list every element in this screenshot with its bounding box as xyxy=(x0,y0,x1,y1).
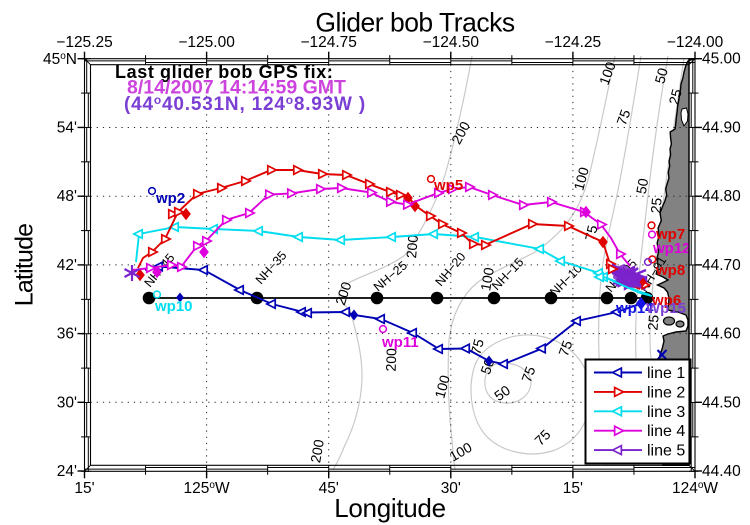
svg-text:Last glider bob GPS fix:: Last glider bob GPS fix: xyxy=(115,62,333,82)
svg-text:wp5: wp5 xyxy=(433,177,463,194)
svg-text:wp2: wp2 xyxy=(155,190,185,207)
svg-text:wp10: wp10 xyxy=(154,298,193,315)
svg-text:75: 75 xyxy=(582,223,601,242)
svg-text:wp8: wp8 xyxy=(655,262,685,279)
svg-text:75: 75 xyxy=(555,338,575,358)
svg-text:45oN: 45oN xyxy=(43,51,77,68)
svg-text:50: 50 xyxy=(651,66,671,85)
svg-text:30': 30' xyxy=(57,394,77,411)
svg-text:125oW: 125oW xyxy=(184,480,230,497)
svg-text:44.40: 44.40 xyxy=(702,463,741,480)
svg-text:line 1: line 1 xyxy=(647,365,685,382)
svg-text:line 5: line 5 xyxy=(647,443,685,460)
svg-text:8/14/2007 14:14:59 GMT: 8/14/2007 14:14:59 GMT xyxy=(127,77,346,99)
svg-text:44.90: 44.90 xyxy=(702,119,741,136)
svg-text:line 3: line 3 xyxy=(647,404,685,421)
svg-text:100: 100 xyxy=(596,59,619,87)
svg-text:−124.25: −124.25 xyxy=(545,34,601,51)
svg-text:25: 25 xyxy=(647,197,664,214)
svg-text:−124.50: −124.50 xyxy=(423,34,480,51)
svg-text:wp12: wp12 xyxy=(652,240,691,257)
svg-text:44.70: 44.70 xyxy=(702,257,741,274)
svg-text:44.50: 44.50 xyxy=(702,394,741,411)
svg-text:line 2: line 2 xyxy=(647,384,685,401)
svg-text:100: 100 xyxy=(477,266,497,292)
svg-text:200: 200 xyxy=(332,280,355,307)
svg-text:200: 200 xyxy=(307,438,327,464)
svg-text:15': 15' xyxy=(74,480,94,497)
svg-text:25: 25 xyxy=(644,314,661,331)
svg-text:42': 42' xyxy=(57,257,77,274)
svg-text:36': 36' xyxy=(57,326,77,343)
svg-text:24': 24' xyxy=(57,463,77,480)
svg-text:50: 50 xyxy=(633,177,651,195)
svg-text:54': 54' xyxy=(57,119,77,136)
svg-text:−124.00: −124.00 xyxy=(667,34,724,51)
svg-text:wp6: wp6 xyxy=(651,292,681,309)
svg-text:line 4: line 4 xyxy=(647,423,685,440)
svg-text:44.80: 44.80 xyxy=(702,188,741,205)
svg-text:Longitude: Longitude xyxy=(334,493,446,523)
svg-text:30': 30' xyxy=(441,480,461,497)
svg-text:200: 200 xyxy=(383,348,400,372)
svg-text:45': 45' xyxy=(319,480,339,497)
svg-text:Wp15: Wp15 xyxy=(646,300,686,317)
svg-text:48': 48' xyxy=(57,188,77,205)
svg-text:75: 75 xyxy=(518,364,538,384)
svg-text:−125.00: −125.00 xyxy=(178,34,235,51)
svg-text:−124.75: −124.75 xyxy=(300,34,356,51)
svg-text:25: 25 xyxy=(665,87,685,106)
svg-text:100: 100 xyxy=(431,373,453,400)
svg-text:124oW: 124oW xyxy=(672,480,718,497)
svg-text:wp14: wp14 xyxy=(615,300,654,317)
svg-text:(44o40.531N, 124o8.93W ): (44o40.531N, 124o8.93W ) xyxy=(124,93,366,115)
svg-text:45.00: 45.00 xyxy=(702,51,741,68)
svg-text:wp7: wp7 xyxy=(655,226,685,243)
svg-text:Glider bob Tracks: Glider bob Tracks xyxy=(315,8,514,38)
svg-text:75: 75 xyxy=(613,107,633,127)
svg-text:wp11: wp11 xyxy=(381,334,419,351)
svg-text:−125.25: −125.25 xyxy=(56,34,112,51)
svg-text:44.60: 44.60 xyxy=(702,326,741,343)
svg-text:100: 100 xyxy=(570,165,592,192)
svg-text:15': 15' xyxy=(563,480,583,497)
svg-text:Latitude: Latitude xyxy=(11,224,39,307)
svg-text:200: 200 xyxy=(403,234,421,259)
